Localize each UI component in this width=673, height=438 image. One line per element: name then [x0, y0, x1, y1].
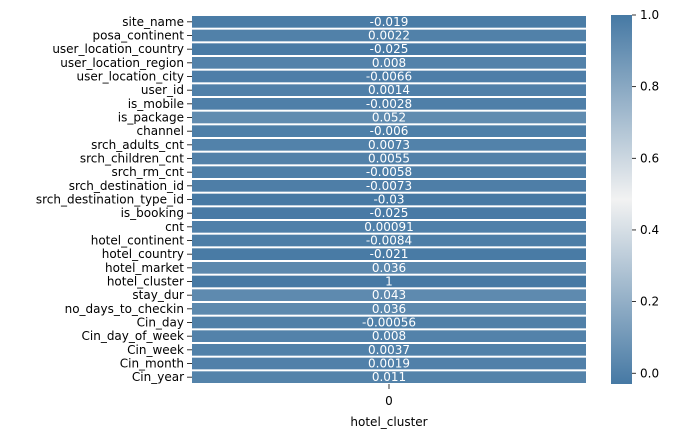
heatmap-cell — [192, 139, 586, 151]
y-tick-label: channel — [137, 124, 184, 138]
heatmap-cell — [192, 180, 586, 192]
cell-value-label: -0.025 — [370, 42, 409, 56]
y-tick-label: user_id — [141, 83, 184, 97]
y-tick-label: Cin_year — [132, 370, 184, 384]
heatmap-cell — [192, 357, 586, 370]
cell-value-label: 0.036 — [372, 261, 406, 275]
cell-value-label: 0.043 — [372, 288, 406, 302]
cell-value-label: -0.025 — [370, 206, 409, 220]
heatmap-cell — [192, 316, 586, 329]
y-tick-labels: site_nameposa_continentuser_location_cou… — [36, 15, 192, 384]
cell-value-label: 0.00091 — [364, 220, 414, 234]
heatmap-cell — [192, 371, 586, 383]
colorbar-tick-label: 0.8 — [640, 80, 659, 94]
heatmap-cell — [192, 84, 586, 96]
y-tick-label: posa_continent — [93, 29, 185, 43]
y-tick-label: cnt — [165, 220, 184, 234]
x-tick-label: 0 — [385, 394, 393, 408]
y-tick-label: srch_adults_cnt — [91, 138, 184, 152]
cell-value-label: 0.0055 — [368, 152, 410, 166]
cell-value-label: -0.019 — [370, 15, 409, 29]
y-tick-label: Cin_day_of_week — [82, 329, 185, 343]
y-tick-label: site_name — [122, 15, 184, 29]
cell-value-label: -0.00056 — [362, 316, 416, 330]
heatmap-cell — [192, 207, 586, 219]
y-tick-label: is_booking — [121, 206, 184, 220]
cell-value-label: -0.006 — [370, 124, 409, 138]
heatmap-cells: -0.0190.0022-0.0250.008-0.00660.0014-0.0… — [192, 15, 586, 384]
cell-value-label: 0.008 — [372, 56, 406, 70]
heatmap-cell — [192, 166, 586, 178]
colorbar: 0.0 0.2 0.4 0.6 0.8 1.0 — [611, 8, 659, 384]
x-axis-label: hotel_cluster — [350, 415, 427, 429]
heatmap-cell — [192, 125, 586, 137]
heatmap-cell — [192, 275, 586, 288]
y-tick-label: user_location_region — [60, 56, 184, 70]
colorbar-tick-label: 0.0 — [640, 366, 659, 380]
colorbar-tick-label: 0.2 — [640, 295, 659, 309]
heatmap-cell — [192, 29, 586, 42]
cell-value-label: 0.036 — [372, 302, 406, 316]
cell-value-label: -0.03 — [373, 193, 404, 207]
colorbar-tick-label: 0.4 — [640, 223, 659, 237]
y-tick-label: srch_destination_id — [69, 179, 184, 193]
heatmap-cell — [192, 234, 586, 247]
cell-value-label: 1 — [385, 275, 393, 289]
colorbar-tick-label: 1.0 — [640, 8, 659, 22]
cell-value-label: -0.0084 — [366, 234, 412, 248]
cell-value-label: 0.0037 — [368, 343, 410, 357]
cell-value-label: -0.021 — [370, 247, 409, 261]
cell-value-label: 0.011 — [372, 370, 406, 384]
cell-value-label: -0.0066 — [366, 70, 412, 84]
y-tick-label: stay_dur — [132, 288, 184, 302]
y-tick-label: is_package — [118, 111, 184, 125]
heatmap-cell — [192, 16, 586, 28]
x-axis: 0 hotel_cluster — [350, 384, 428, 429]
cell-value-label: -0.0028 — [366, 97, 412, 111]
colorbar-gradient — [611, 15, 632, 384]
y-tick-label: hotel_cluster — [107, 275, 184, 289]
heatmap-cell — [192, 152, 586, 165]
heatmap-cell — [192, 221, 586, 233]
y-tick-label: hotel_continent — [91, 234, 185, 248]
heatmap-cell — [192, 43, 586, 55]
cell-value-label: -0.0058 — [366, 165, 412, 179]
heatmap-cell — [192, 330, 586, 342]
heatmap-cell — [192, 111, 586, 124]
y-tick-label: srch_children_cnt — [80, 152, 184, 166]
heatmap-cell — [192, 262, 586, 274]
y-tick-label: user_location_country — [52, 42, 184, 56]
y-tick-label: Cin_day — [137, 316, 184, 330]
y-tick-label: user_location_city — [76, 70, 184, 84]
y-tick-label: is_mobile — [128, 97, 184, 111]
heatmap-cell — [192, 303, 586, 315]
cell-value-label: 0.0022 — [368, 29, 410, 43]
y-tick-label: Cin_month — [120, 357, 184, 371]
heatmap-cell — [192, 193, 586, 206]
colorbar-tick-label: 0.6 — [640, 151, 659, 165]
heatmap-cell — [192, 70, 586, 83]
y-tick-label: hotel_market — [105, 261, 184, 275]
heatmap-cell — [192, 248, 586, 260]
y-tick-label: srch_rm_cnt — [112, 165, 185, 179]
heatmap-cell — [192, 344, 586, 356]
y-tick-label: hotel_country — [102, 247, 184, 261]
cell-value-label: 0.0019 — [368, 357, 410, 371]
cell-value-label: 0.052 — [372, 111, 406, 125]
y-tick-label: Cin_week — [127, 343, 184, 357]
cell-value-label: 0.0014 — [368, 83, 410, 97]
heatmap-cell — [192, 98, 586, 110]
cell-value-label: -0.0073 — [366, 179, 412, 193]
cell-value-label: 0.0073 — [368, 138, 410, 152]
heatmap-cell — [192, 57, 586, 69]
cell-value-label: 0.008 — [372, 329, 406, 343]
y-tick-label: no_days_to_checkin — [65, 302, 184, 316]
heatmap-cell — [192, 289, 586, 301]
y-tick-label: srch_destination_type_id — [36, 193, 184, 207]
